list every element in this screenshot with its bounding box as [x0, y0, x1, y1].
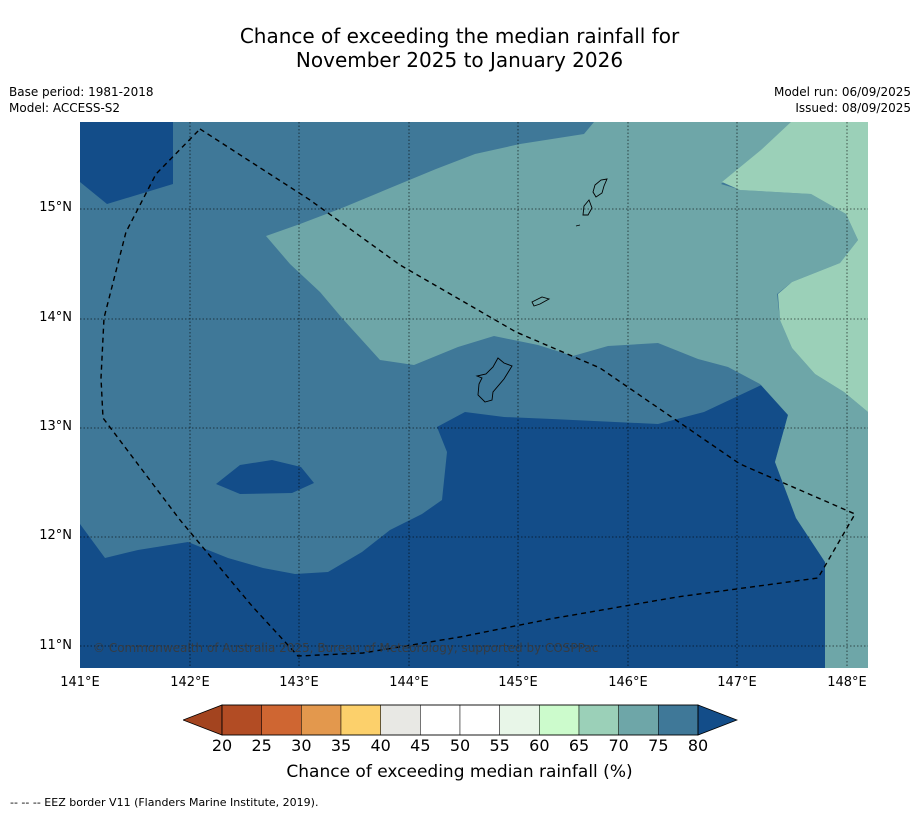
- base-period: Base period: 1981-2018: [9, 85, 154, 99]
- colorbar-tick-65: 65: [568, 736, 590, 755]
- rota-outline: [531, 296, 551, 307]
- colorbar-tick-50: 50: [449, 736, 471, 755]
- colorbar-bin-45-50: [420, 704, 461, 736]
- eez-footnote: -- -- -- EEZ border V11 (Flanders Marine…: [10, 796, 319, 809]
- colorbar-bin-65-70: [578, 704, 619, 736]
- guam-outline: [475, 357, 513, 403]
- lon-label-142: 142°E: [170, 675, 210, 690]
- aguijan-outline: [575, 224, 581, 227]
- lat-label-13: 13°N: [39, 419, 72, 434]
- islands: [475, 178, 608, 403]
- colorbar-tick-45: 45: [410, 736, 431, 755]
- lat-label-15: 15°N: [39, 200, 72, 215]
- colorbar-bin-60-65: [539, 704, 580, 736]
- lon-label-143: 143°E: [279, 675, 319, 690]
- zone-65-70: [722, 122, 868, 412]
- colorbar-bin-55-60: [499, 704, 540, 736]
- tinian-outline: [582, 199, 593, 216]
- zone-70-75: [266, 122, 868, 668]
- colorbar-frame: [221, 704, 699, 736]
- colorbar-over-arrow: [697, 704, 738, 736]
- lat-label-14: 14°N: [39, 310, 72, 325]
- colorbar-tick-30: 30: [291, 736, 312, 755]
- copyright-text: © Commonwealth of Australia 2025, Bureau…: [93, 641, 598, 655]
- colorbar-bin-35-40: [340, 704, 381, 736]
- chart-title-line2: November 2025 to January 2026: [295, 48, 624, 72]
- colorbar-label: Chance of exceeding median rainfall (%): [286, 762, 633, 782]
- colorbar-bin-30-35: [301, 704, 342, 736]
- graticule: [80, 122, 868, 668]
- lon-label-146: 146°E: [608, 675, 648, 690]
- lon-label-145: 145°E: [498, 675, 538, 690]
- colorbar-tick-80: 80: [687, 736, 709, 755]
- lat-label-12: 12°N: [39, 528, 72, 543]
- lon-label-144: 144°E: [389, 675, 429, 690]
- chart-title-line1: Chance of exceeding the median rainfall …: [239, 24, 680, 48]
- saipan-outline: [592, 178, 608, 198]
- colorbar-tick-75: 75: [648, 736, 669, 755]
- colorbar-tick-70: 70: [608, 736, 629, 755]
- colorbar-tick-55: 55: [489, 736, 510, 755]
- colorbar-under-arrow: [183, 704, 223, 736]
- lon-label-141: 141°E: [60, 675, 100, 690]
- colorbar-tick-60: 60: [529, 736, 550, 755]
- lon-label-148: 148°E: [827, 675, 867, 690]
- colorbar-bin-75-80: [658, 704, 699, 736]
- issued-date: Issued: 08/09/2025: [795, 101, 911, 115]
- colorbar-tick-40: 40: [370, 736, 391, 755]
- colorbar: [183, 704, 738, 736]
- zone-80-plus-west-blob: [216, 460, 314, 494]
- model-name: Model: ACCESS-S2: [9, 101, 121, 115]
- colorbar-bin-25-30: [261, 704, 302, 736]
- colorbar-bin-50-55: [459, 704, 500, 736]
- colorbar-tick-25: 25: [251, 736, 272, 755]
- model-run: Model run: 06/09/2025: [773, 85, 911, 99]
- eez-border: [100, 128, 856, 657]
- rainfall-map: © Commonwealth of Australia 2025, Bureau…: [80, 122, 868, 668]
- colorbar-bins: [221, 704, 699, 736]
- colorbar-bin-40-45: [380, 704, 421, 736]
- lat-label-11: 11°N: [39, 638, 72, 653]
- colorbar-tick-35: 35: [330, 736, 352, 755]
- colorbar-tick-20: 20: [211, 736, 233, 755]
- colorbar-bin-20-25: [221, 704, 262, 736]
- colorbar-bin-70-75: [618, 704, 659, 736]
- lon-label-147: 147°E: [717, 675, 757, 690]
